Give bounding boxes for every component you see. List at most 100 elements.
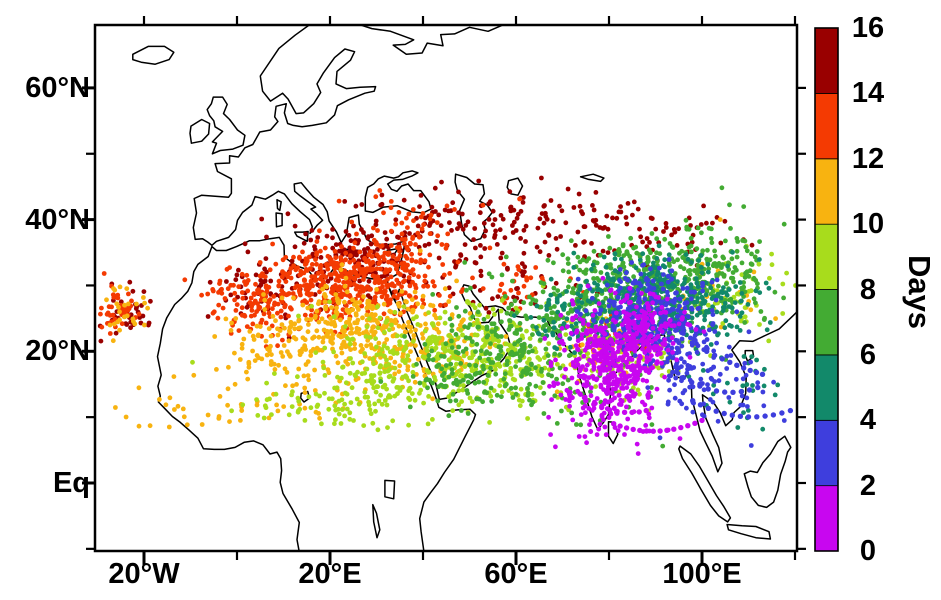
trajectory-point (694, 349, 700, 355)
trajectory-point (653, 294, 659, 300)
trajectory-point (553, 236, 559, 241)
trajectory-point (124, 313, 130, 319)
trajectory-point (275, 332, 281, 338)
trajectory-point (257, 273, 263, 279)
trajectory-point (355, 273, 361, 279)
trajectory-point (660, 263, 666, 269)
trajectory-point (447, 316, 453, 322)
trajectory-point (635, 206, 641, 212)
trajectory-point (460, 226, 466, 232)
trajectory-point (640, 323, 646, 329)
trajectory-point (564, 316, 570, 322)
trajectory-point (527, 356, 532, 362)
trajectory-point (386, 252, 391, 257)
trajectory-point (249, 308, 255, 313)
trajectory-point (432, 307, 438, 313)
trajectory-point (521, 250, 527, 256)
trajectory-point (546, 372, 551, 378)
trajectory-point (302, 418, 308, 423)
trajectory-point (598, 343, 604, 349)
trajectory-point (625, 393, 631, 399)
trajectory-point (492, 232, 498, 238)
trajectory-point (366, 316, 372, 322)
trajectory-point (233, 316, 239, 321)
trajectory-point (246, 364, 252, 370)
trajectory-point (616, 333, 622, 338)
trajectory-point (258, 320, 264, 326)
trajectory-point (112, 287, 118, 293)
trajectory-point (670, 355, 676, 361)
trajectory-point (513, 385, 518, 391)
trajectory-point (573, 243, 578, 248)
trajectory-point (464, 388, 470, 393)
trajectory-point (551, 325, 557, 330)
trajectory-point (539, 211, 545, 217)
trajectory-point (739, 260, 745, 266)
trajectory-point (215, 315, 221, 321)
trajectory-point (449, 312, 455, 318)
trajectory-point (733, 376, 739, 382)
trajectory-point (657, 435, 663, 441)
trajectory-point (596, 365, 602, 371)
trajectory-point (727, 359, 733, 365)
trajectory-point (722, 389, 728, 395)
trajectory-point (351, 245, 356, 251)
trajectory-point (378, 244, 384, 249)
trajectory-point (574, 380, 580, 386)
trajectory-point (374, 352, 380, 358)
trajectory-point (110, 292, 116, 298)
trajectory-point (538, 337, 543, 343)
trajectory-point (350, 269, 356, 275)
trajectory-point (302, 390, 308, 395)
trajectory-point (623, 270, 629, 276)
trajectory-point (689, 365, 695, 371)
trajectory-point (577, 368, 583, 374)
trajectory-point (739, 310, 745, 316)
trajectory-point (300, 249, 305, 255)
trajectory-point (711, 382, 717, 388)
trajectory-point (285, 274, 291, 280)
trajectory-point (216, 414, 222, 419)
trajectory-point (674, 345, 680, 351)
trajectory-point (349, 330, 355, 336)
trajectory-point (606, 234, 611, 239)
trajectory-point (321, 273, 327, 279)
trajectory-point (422, 258, 428, 264)
trajectory-point (701, 413, 707, 419)
trajectory-point (570, 417, 576, 423)
trajectory-point (295, 374, 300, 380)
trajectory-point (353, 312, 359, 318)
trajectory-point (554, 246, 560, 252)
trajectory-point (205, 412, 211, 418)
trajectory-point (660, 286, 666, 292)
trajectory-point (742, 320, 748, 325)
trajectory-point (560, 268, 566, 274)
trajectory-point (600, 248, 606, 254)
trajectory-point (465, 299, 470, 305)
trajectory-point (380, 254, 386, 259)
trajectory-point (477, 355, 483, 361)
trajectory-point (199, 422, 205, 427)
trajectory-point (528, 275, 534, 281)
trajectory-point (406, 278, 411, 284)
trajectory-point (363, 259, 369, 265)
trajectory-point (349, 385, 355, 391)
trajectory-point (669, 268, 675, 274)
trajectory-point (400, 358, 406, 363)
trajectory-point (263, 405, 269, 411)
trajectory-point (663, 302, 669, 308)
trajectory-point (413, 295, 419, 300)
trajectory-point (634, 363, 640, 369)
trajectory-point (554, 421, 560, 426)
trajectory-point (715, 292, 721, 298)
trajectory-point (678, 310, 684, 315)
trajectory-point (459, 372, 464, 378)
trajectory-point (563, 397, 569, 402)
trajectory-point (575, 254, 581, 260)
trajectory-point (604, 318, 610, 324)
trajectory-point (636, 359, 642, 365)
trajectory-point (163, 402, 169, 408)
trajectory-point (403, 344, 408, 350)
trajectory-point (476, 324, 481, 330)
trajectory-point (618, 402, 624, 407)
